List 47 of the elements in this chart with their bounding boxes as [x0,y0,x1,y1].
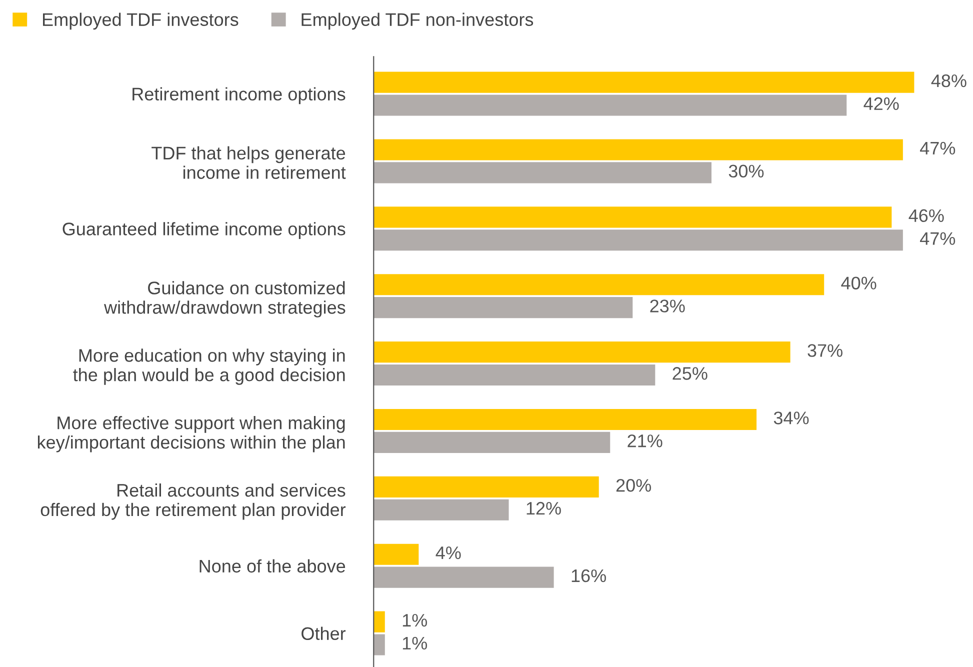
data-label: 47% [920,142,956,155]
data-label: 42% [864,97,899,110]
data-label: 34% [774,412,809,424]
bar [374,342,790,363]
bar [374,230,903,251]
y-tick-label: TDF that helps generate income in retirement [152,146,346,179]
y-tick-label: Retail accounts and services offered by the retirement plan provider [40,483,346,520]
data-label: 40% [841,276,876,290]
data-label: 37% [808,344,842,357]
data-label: 25% [672,367,708,380]
bar [374,94,847,116]
y-tick-label: Guaranteed lifetime income options [62,222,346,239]
y-tick-label: Guidance on customized withdraw/drawdown strategies [104,281,346,318]
data-label: 16% [572,569,606,582]
y-tick-label: Retirement income options [132,87,346,104]
data-label: 30% [728,164,764,178]
bar [374,476,599,498]
data-label: 47% [920,232,956,245]
bar [374,274,824,296]
data-label: 23% [650,300,685,312]
data-label: 1% [402,614,428,627]
data-label: 46% [908,209,944,222]
data-label: 1% [402,636,428,650]
y-tick-label: More education on why staying in the plan would be a good decision [73,348,345,385]
y-tick-label: More effective support when making key/important decisions within the plan [38,416,345,452]
bar [374,206,892,228]
bar [374,72,914,93]
data-label: 12% [526,502,561,515]
legend-label: Employed TDF non-investors [302,12,534,30]
bar [374,499,509,520]
bar [374,139,903,160]
bar [374,364,656,386]
legend-label: Employed TDF investors [43,12,238,30]
y-tick-label: None of the above [200,559,346,573]
bar [374,611,385,632]
bar [374,297,633,318]
bar [374,634,385,656]
bar [374,432,610,453]
data-label: 4% [436,546,461,560]
bar [374,566,554,588]
y-tick-label: Other [302,626,346,640]
data-label: 48% [931,74,966,88]
data-label: 20% [616,479,652,492]
bar [374,544,419,565]
bar [374,162,712,184]
data-label: 21% [628,434,662,448]
bar [374,408,757,430]
